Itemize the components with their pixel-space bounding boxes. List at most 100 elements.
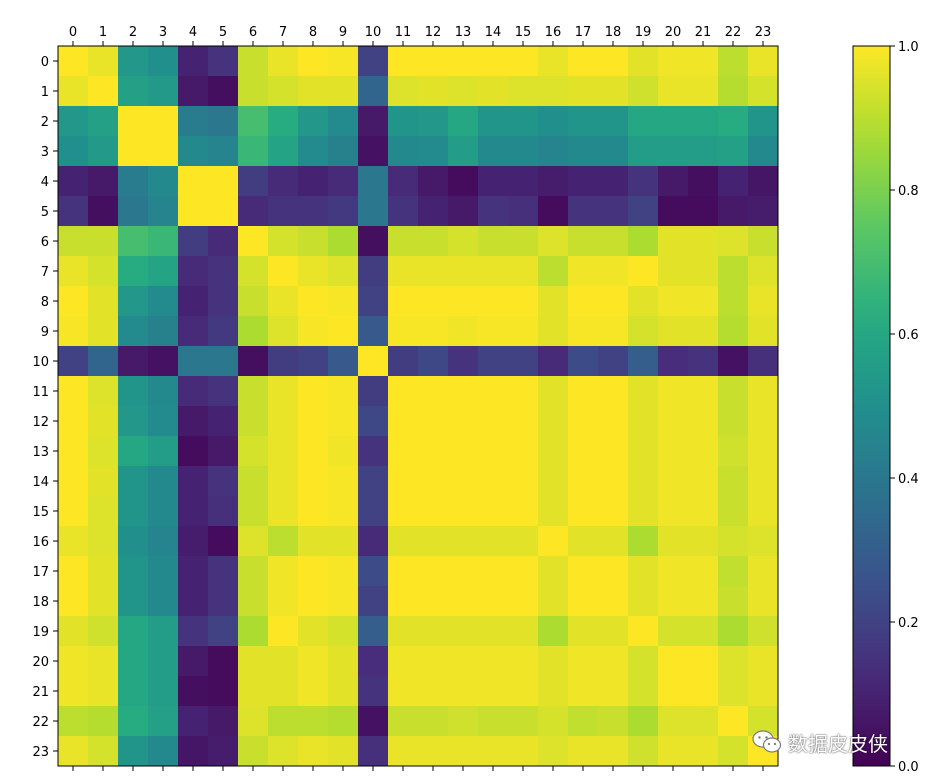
heatmap-cell [508,166,539,197]
heatmap-cell [58,136,89,167]
heatmap-cell [238,496,269,527]
heatmap-cell [628,316,659,347]
heatmap-cell [58,46,89,77]
heatmap-cell [418,46,449,77]
heatmap-cell [718,376,749,407]
heatmap-cell [538,736,569,767]
heatmap-cell [718,616,749,647]
heatmap-cell [478,136,509,167]
heatmap-cell [418,196,449,227]
y-tick-label: 1 [41,85,49,100]
heatmap-cell [58,256,89,287]
heatmap-cell [118,466,149,497]
heatmap-cell [328,256,359,287]
y-tick-label: 20 [32,655,49,670]
heatmap-cell [358,106,389,137]
heatmap-cell [478,256,509,287]
heatmap-cell [88,466,119,497]
heatmap-cell [88,616,119,647]
heatmap-cells [58,46,779,767]
heatmap-cell [238,196,269,227]
heatmap-cell [148,406,179,437]
heatmap-cell [538,676,569,707]
heatmap-cell [298,286,329,317]
heatmap-cell [598,76,629,107]
heatmap-cell [328,736,359,767]
heatmap-cell [748,136,779,167]
heatmap-cell [298,316,329,347]
heatmap-cell [58,196,89,227]
heatmap-cell [628,496,659,527]
heatmap-cell [598,136,629,167]
heatmap-cell [178,316,209,347]
heatmap-cell [118,556,149,587]
heatmap-cell [268,466,299,497]
heatmap-cell [268,646,299,677]
x-tick-label: 13 [455,25,472,40]
heatmap-cell [568,346,599,377]
heatmap-cell [388,406,419,437]
heatmap-cell [688,436,719,467]
heatmap-cell [508,586,539,617]
heatmap-cell [448,166,479,197]
heatmap-cell [118,706,149,737]
heatmap-cell [628,466,659,497]
heatmap-cell [478,46,509,77]
heatmap-cell [208,136,239,167]
heatmap-cell [628,166,659,197]
y-tick-label: 23 [32,745,49,760]
heatmap-cell [298,256,329,287]
heatmap-cell [58,436,89,467]
heatmap-cell [568,436,599,467]
heatmap-cell [208,466,239,497]
heatmap-cell [268,406,299,437]
heatmap-cell [448,256,479,287]
heatmap-cell [178,166,209,197]
heatmap-cell [748,616,779,647]
heatmap-cell [658,166,689,197]
heatmap-cell [118,196,149,227]
heatmap-cell [628,286,659,317]
heatmap-cell [568,706,599,737]
colorbar-tick-label: 0.4 [898,472,919,487]
heatmap-cell [238,316,269,347]
heatmap-cell [418,106,449,137]
heatmap-cell [88,136,119,167]
heatmap-cell [88,256,119,287]
heatmap-cell [148,46,179,77]
heatmap-cell [208,286,239,317]
heatmap-cell [148,256,179,287]
heatmap-cell [478,166,509,197]
heatmap-cell [268,136,299,167]
heatmap-cell [388,706,419,737]
heatmap-cell [328,706,359,737]
heatmap-cell [388,196,419,227]
heatmap-cell [298,706,329,737]
heatmap-cell [598,496,629,527]
heatmap-cell [208,346,239,377]
heatmap-cell [118,346,149,377]
heatmap-cell [478,706,509,737]
heatmap-cell [358,736,389,767]
heatmap-cell [238,226,269,257]
heatmap-cell [418,496,449,527]
heatmap-cell [118,406,149,437]
heatmap-cell [508,376,539,407]
heatmap-cell [418,736,449,767]
heatmap-cell [208,526,239,557]
heatmap-cell [478,526,509,557]
heatmap-cell [178,286,209,317]
heatmap-cell [58,376,89,407]
heatmap-cell [148,466,179,497]
heatmap-cell [478,76,509,107]
heatmap-cell [88,286,119,317]
heatmap-cell [418,226,449,257]
heatmap-cell [418,706,449,737]
heatmap-cell [628,736,659,767]
heatmap-cell [148,286,179,317]
heatmap-cell [268,316,299,347]
heatmap-cell [358,616,389,647]
heatmap-cell [388,556,419,587]
heatmap-cell [178,646,209,677]
